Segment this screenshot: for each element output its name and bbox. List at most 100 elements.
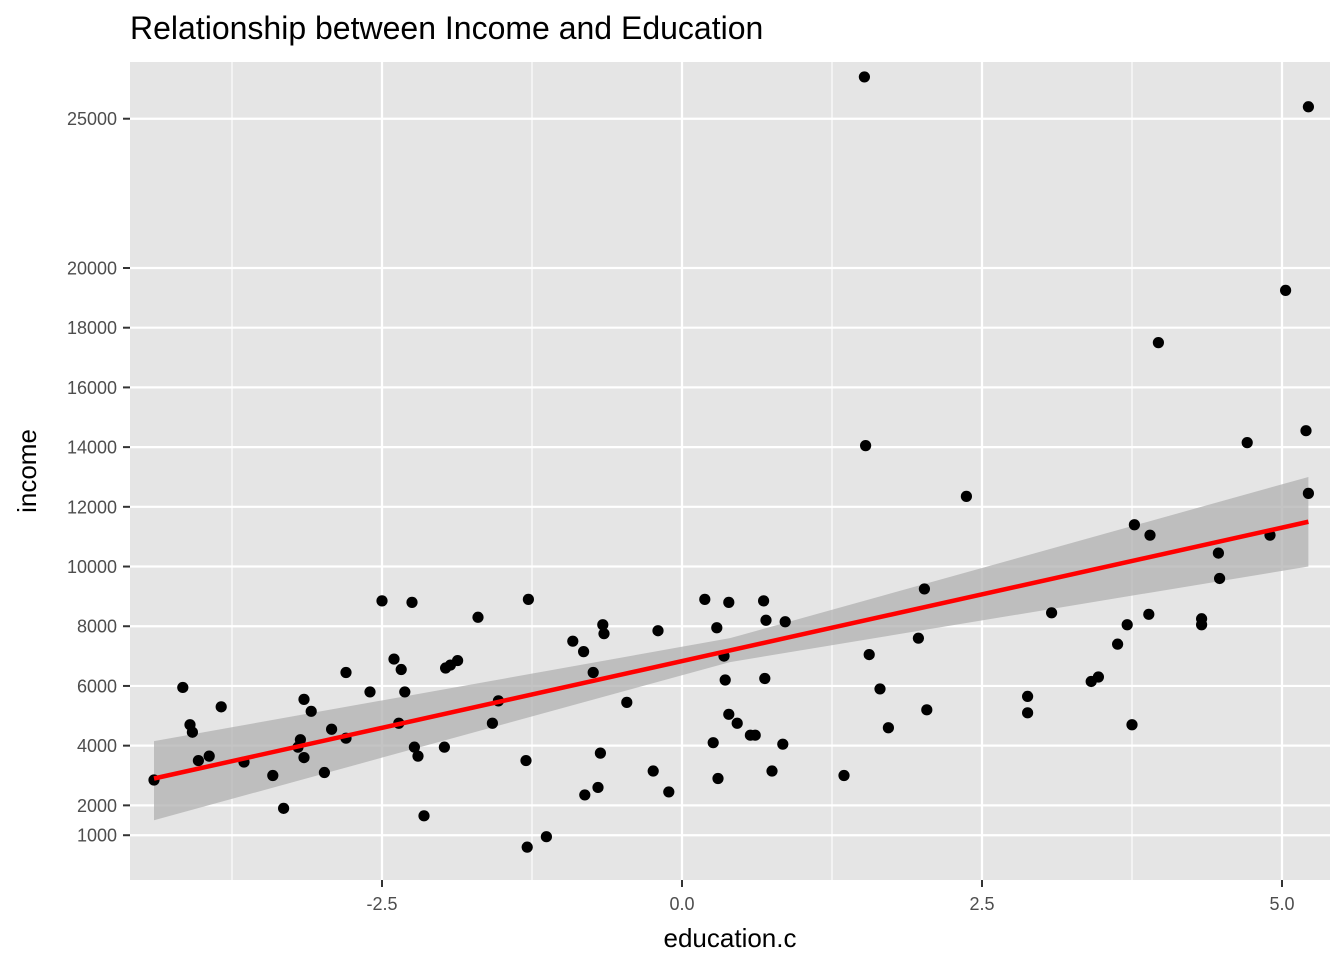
data-point bbox=[760, 614, 772, 626]
data-point bbox=[567, 635, 579, 647]
data-point bbox=[521, 841, 533, 853]
data-points-layer bbox=[148, 71, 1314, 853]
data-point bbox=[318, 766, 330, 779]
data-point bbox=[777, 738, 789, 750]
data-point bbox=[647, 765, 659, 777]
data-point bbox=[540, 831, 553, 843]
data-point bbox=[707, 737, 719, 749]
data-point bbox=[1022, 690, 1034, 702]
data-point bbox=[340, 666, 352, 679]
data-point bbox=[766, 765, 778, 777]
data-point bbox=[294, 734, 306, 746]
x-axis: -2.5 0.0 2.5 5.0 bbox=[366, 880, 1295, 914]
data-point bbox=[298, 751, 310, 764]
data-point bbox=[1196, 619, 1208, 631]
x-tick-label: 2.5 bbox=[969, 894, 994, 914]
y-tick-label: 6000 bbox=[77, 676, 117, 696]
data-point bbox=[594, 747, 607, 759]
data-point bbox=[326, 723, 338, 735]
regression-line bbox=[153, 519, 1309, 781]
data-point bbox=[860, 440, 872, 452]
data-point bbox=[298, 693, 310, 705]
data-point bbox=[1152, 337, 1164, 349]
data-point bbox=[719, 674, 731, 686]
y-tick-label: 2000 bbox=[77, 796, 117, 816]
data-point bbox=[486, 717, 498, 729]
data-point bbox=[663, 786, 675, 798]
data-point bbox=[699, 593, 711, 605]
data-point bbox=[522, 593, 535, 605]
data-point bbox=[408, 741, 420, 753]
data-point bbox=[578, 646, 590, 658]
data-point bbox=[177, 681, 189, 694]
data-point bbox=[712, 772, 724, 785]
data-point bbox=[395, 663, 407, 676]
data-point bbox=[1126, 719, 1138, 731]
y-axis-title: income bbox=[12, 429, 42, 513]
data-point bbox=[758, 595, 770, 607]
y-tick-label: 8000 bbox=[77, 617, 117, 637]
y-tick-label: 14000 bbox=[67, 438, 117, 458]
x-tick-label: -2.5 bbox=[366, 894, 397, 914]
data-point bbox=[960, 490, 973, 502]
major-gridlines bbox=[130, 62, 1330, 880]
data-point bbox=[1302, 101, 1314, 113]
y-axis: 1000 2000 4000 6000 8000 10000 12000 14000 16000… bbox=[67, 109, 130, 846]
data-point bbox=[472, 611, 484, 623]
data-point bbox=[597, 619, 609, 631]
y-tick-label: 20000 bbox=[67, 258, 117, 278]
data-point bbox=[192, 754, 204, 767]
data-point bbox=[731, 717, 743, 729]
data-point bbox=[579, 789, 591, 801]
data-point bbox=[215, 701, 227, 713]
data-point bbox=[388, 653, 400, 665]
data-point bbox=[1144, 529, 1156, 541]
data-point bbox=[418, 810, 430, 822]
data-point bbox=[186, 726, 198, 738]
data-point bbox=[1092, 671, 1104, 683]
x-axis-title: education.c bbox=[664, 923, 797, 953]
data-point bbox=[858, 71, 871, 83]
y-tick-label: 25000 bbox=[67, 109, 117, 129]
data-point bbox=[406, 596, 418, 608]
data-point bbox=[912, 632, 925, 644]
y-tick-label: 12000 bbox=[67, 497, 117, 517]
data-point bbox=[1302, 487, 1314, 499]
y-tick-label: 10000 bbox=[67, 557, 117, 577]
data-point bbox=[598, 628, 610, 640]
data-point bbox=[267, 769, 279, 782]
data-point bbox=[1128, 519, 1140, 531]
data-point bbox=[452, 654, 464, 667]
data-point bbox=[1212, 547, 1224, 559]
data-point bbox=[1241, 437, 1253, 449]
data-point bbox=[1046, 607, 1058, 619]
data-point bbox=[1280, 284, 1292, 296]
data-point bbox=[1112, 638, 1124, 650]
data-point bbox=[759, 672, 771, 685]
data-point bbox=[1022, 707, 1034, 719]
y-tick-label: 18000 bbox=[67, 318, 117, 338]
x-tick-label: 5.0 bbox=[1269, 894, 1294, 914]
y-tick-label: 16000 bbox=[67, 378, 117, 398]
data-point bbox=[863, 649, 875, 661]
data-point bbox=[1143, 608, 1155, 620]
data-point bbox=[587, 666, 599, 679]
data-point bbox=[1214, 572, 1226, 585]
data-point bbox=[399, 686, 411, 698]
data-point bbox=[438, 741, 450, 753]
data-point bbox=[918, 583, 931, 595]
data-point bbox=[305, 705, 317, 717]
data-point bbox=[723, 708, 735, 720]
data-point bbox=[1121, 619, 1133, 631]
data-point bbox=[203, 750, 215, 762]
data-point bbox=[779, 616, 791, 628]
data-point bbox=[364, 686, 376, 698]
data-point bbox=[376, 595, 388, 607]
data-point bbox=[882, 722, 895, 734]
data-point bbox=[838, 769, 850, 782]
data-point bbox=[1300, 425, 1312, 437]
chart-title: Relationship between Income and Educatio… bbox=[130, 10, 763, 46]
data-point bbox=[723, 596, 735, 608]
data-point bbox=[278, 802, 290, 814]
